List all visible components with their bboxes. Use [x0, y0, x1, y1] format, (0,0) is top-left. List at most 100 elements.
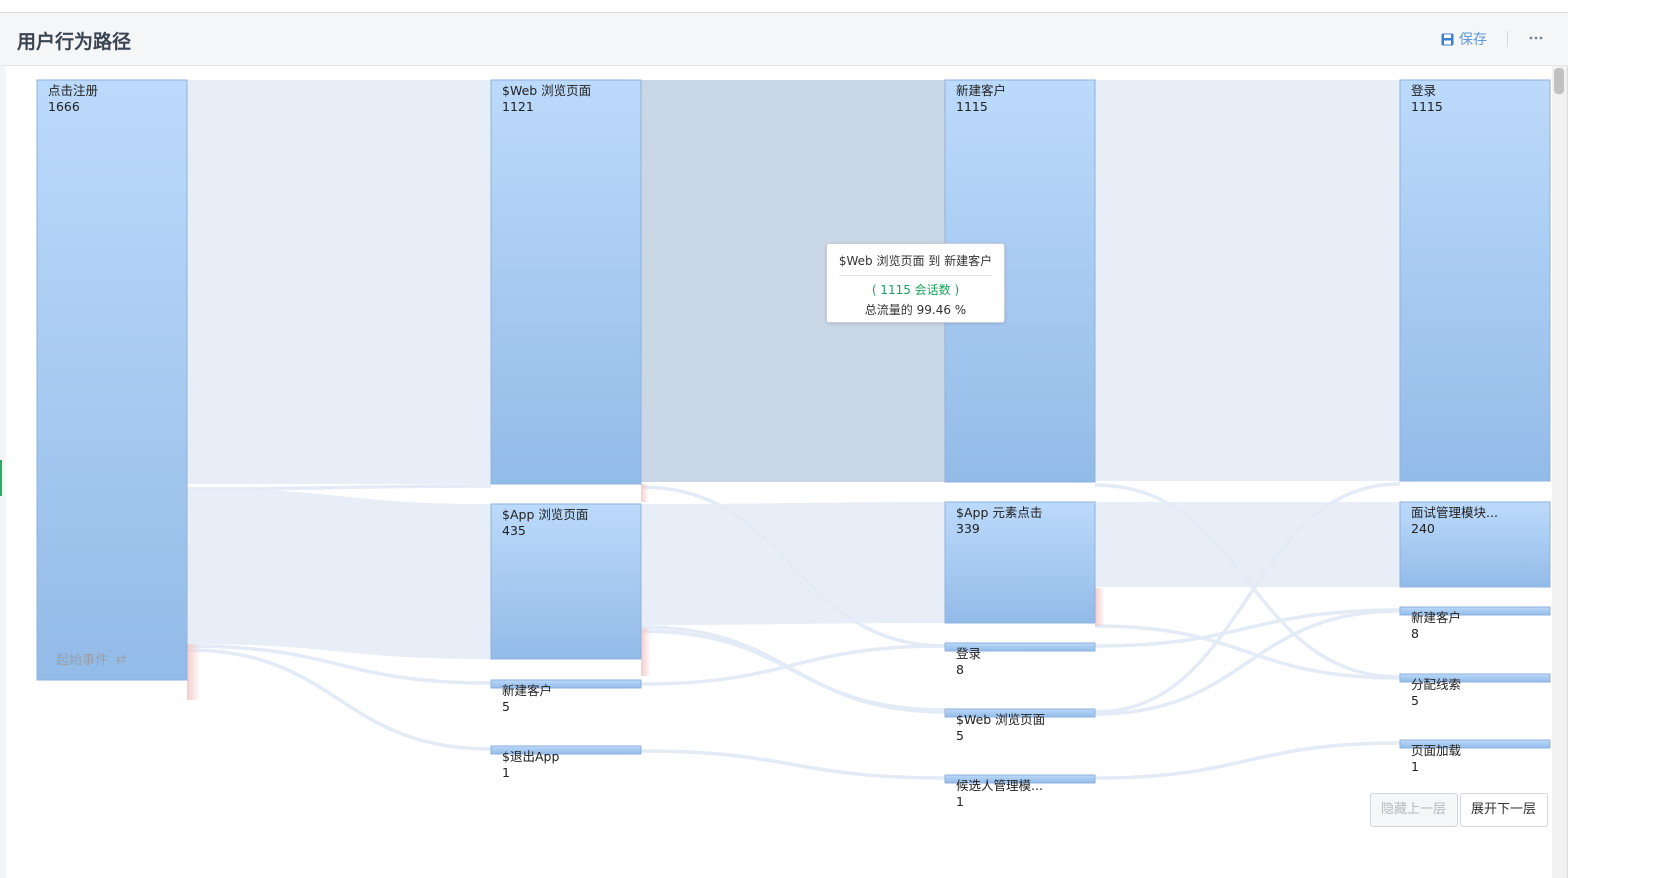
sankey-node-name: $Web 浏览页面	[502, 83, 591, 98]
sankey-node-bar[interactable]	[1399, 79, 1551, 482]
link-c2n3-c3n2[interactable]	[1094, 609, 1401, 716]
link-flow-glow	[641, 484, 649, 502]
start-event-label[interactable]: 起始事件 ⇄	[56, 649, 127, 669]
sankey-node-name: 面试管理模块...	[1411, 505, 1498, 520]
scrollbar-thumb[interactable]	[1554, 68, 1564, 94]
sankey-node-bar[interactable]	[490, 745, 642, 755]
start-event-text: 起始事件	[56, 653, 109, 668]
sankey-node-value: 8	[956, 662, 964, 677]
vertical-scrollbar[interactable]	[1552, 66, 1567, 878]
sankey-node-value: 5	[1411, 693, 1419, 708]
right-border	[1567, 66, 1568, 878]
sankey-node-value: 435	[502, 523, 526, 538]
save-button[interactable]: 保存	[1441, 29, 1487, 49]
link-c2n0-c3n3[interactable]	[1094, 483, 1401, 679]
link-flow-glow	[641, 628, 651, 676]
sankey-node-bar[interactable]	[1399, 673, 1551, 683]
save-label: 保存	[1459, 32, 1487, 48]
sankey-node-name: 新建客户	[1411, 610, 1461, 625]
sankey-node-value: 240	[1411, 521, 1435, 536]
tooltip-sessions: ( 1115 会话数 )	[871, 283, 960, 297]
link-c2n3-c3n0[interactable]	[1094, 482, 1401, 714]
page-header: 用户行为路径 保存	[0, 13, 1568, 66]
sankey-node-value: 1666	[48, 99, 80, 114]
swap-arrows-icon[interactable]: ⇄	[116, 651, 127, 666]
link-c2n4-c3n4[interactable]	[1094, 741, 1401, 780]
left-active-indicator	[0, 460, 2, 496]
sankey-node-value: 5	[502, 699, 510, 714]
sankey-node-bar[interactable]	[36, 79, 188, 681]
sankey-node[interactable]: 登录8	[944, 642, 1096, 677]
link-c2n1-c3n1[interactable]	[1095, 502, 1400, 587]
link-c1n3-c2n4[interactable]	[640, 749, 946, 780]
link-tooltip: $Web 浏览页面 到 新建客户 ( 1115 会话数 ) 总流量的 99.46…	[826, 243, 1005, 323]
link-c2n1-c3n3[interactable]	[1094, 624, 1401, 680]
more-icon[interactable]	[1523, 27, 1549, 49]
sankey-node-value: 1115	[1411, 99, 1443, 114]
sankey-node-name: 新建客户	[502, 683, 552, 698]
sankey-node-bar[interactable]	[490, 79, 642, 485]
sankey-node-bar[interactable]	[490, 503, 642, 660]
sankey-node-value: 1	[502, 765, 510, 780]
sankey-node-name: 登录	[1411, 83, 1436, 98]
link-flow-glow	[187, 644, 201, 700]
link-c1n1-c2n1[interactable]	[641, 502, 945, 625]
tooltip-title: $Web 浏览页面 到 新建客户	[838, 254, 993, 268]
sankey-node-value: 1	[956, 794, 964, 809]
sankey-node-name: 页面加载	[1411, 743, 1462, 758]
sankey-node-name: 登录	[956, 646, 981, 661]
sankey-node-value: 1121	[502, 99, 534, 114]
sankey-node-bar[interactable]	[944, 774, 1096, 784]
sankey-node-name: $App 元素点击	[956, 505, 1042, 520]
sankey-node-value: 339	[956, 521, 980, 536]
link-c1n0-c2n0[interactable]	[641, 80, 945, 482]
sankey-node-value: 1115	[956, 99, 988, 114]
link-c2n2-c3n2[interactable]	[1094, 608, 1401, 648]
link-flow-glow	[1095, 588, 1105, 626]
save-icon	[1441, 33, 1454, 45]
link-c0n0-c1n2[interactable]	[186, 644, 492, 685]
page-title: 用户行为路径	[17, 31, 132, 53]
sankey-node-bar[interactable]	[944, 501, 1096, 624]
sankey-node-value: 8	[1411, 626, 1419, 641]
sankey-node[interactable]: 候选人管理模...1	[944, 774, 1096, 809]
sankey-node-bar[interactable]	[944, 642, 1096, 652]
top-border	[0, 12, 1568, 13]
link-c1n2-c2n2[interactable]	[640, 644, 946, 686]
link-c0n0-c1n1[interactable]	[187, 488, 491, 659]
sankey-node[interactable]: 面试管理模块...240	[1399, 501, 1551, 588]
sankey-node-bar[interactable]	[944, 708, 1096, 718]
sankey-node-value: 1	[1411, 759, 1419, 774]
sankey-node-value: 5	[956, 728, 964, 743]
link-c0n0-c1n0-minor[interactable]	[186, 484, 492, 491]
sankey-node-bar[interactable]	[1399, 739, 1551, 749]
link-c0n0-c1n0[interactable]	[187, 80, 491, 484]
link-c1n1-c2n3-b[interactable]	[640, 629, 946, 712]
sankey-node-bar[interactable]	[1399, 606, 1551, 616]
header-separator	[1507, 31, 1508, 47]
sankey-node-bar[interactable]	[944, 79, 1096, 483]
link-c2n0-c3n0[interactable]	[1095, 80, 1400, 481]
sankey-node-name: $退出App	[502, 749, 559, 764]
expand-next-layer-button[interactable]: 展开下一层	[1460, 793, 1548, 827]
sankey-node-name: 分配线索	[1411, 677, 1461, 692]
sankey-node-bar[interactable]	[490, 679, 642, 689]
sankey-node-bar[interactable]	[1399, 501, 1551, 588]
hide-previous-layer-button[interactable]: 隐藏上一层	[1370, 793, 1458, 827]
sankey-node-name: $App 浏览页面	[502, 507, 588, 522]
link-c0n0-c1n3[interactable]	[186, 648, 492, 751]
link-c1n0-c2n2[interactable]	[640, 485, 946, 648]
